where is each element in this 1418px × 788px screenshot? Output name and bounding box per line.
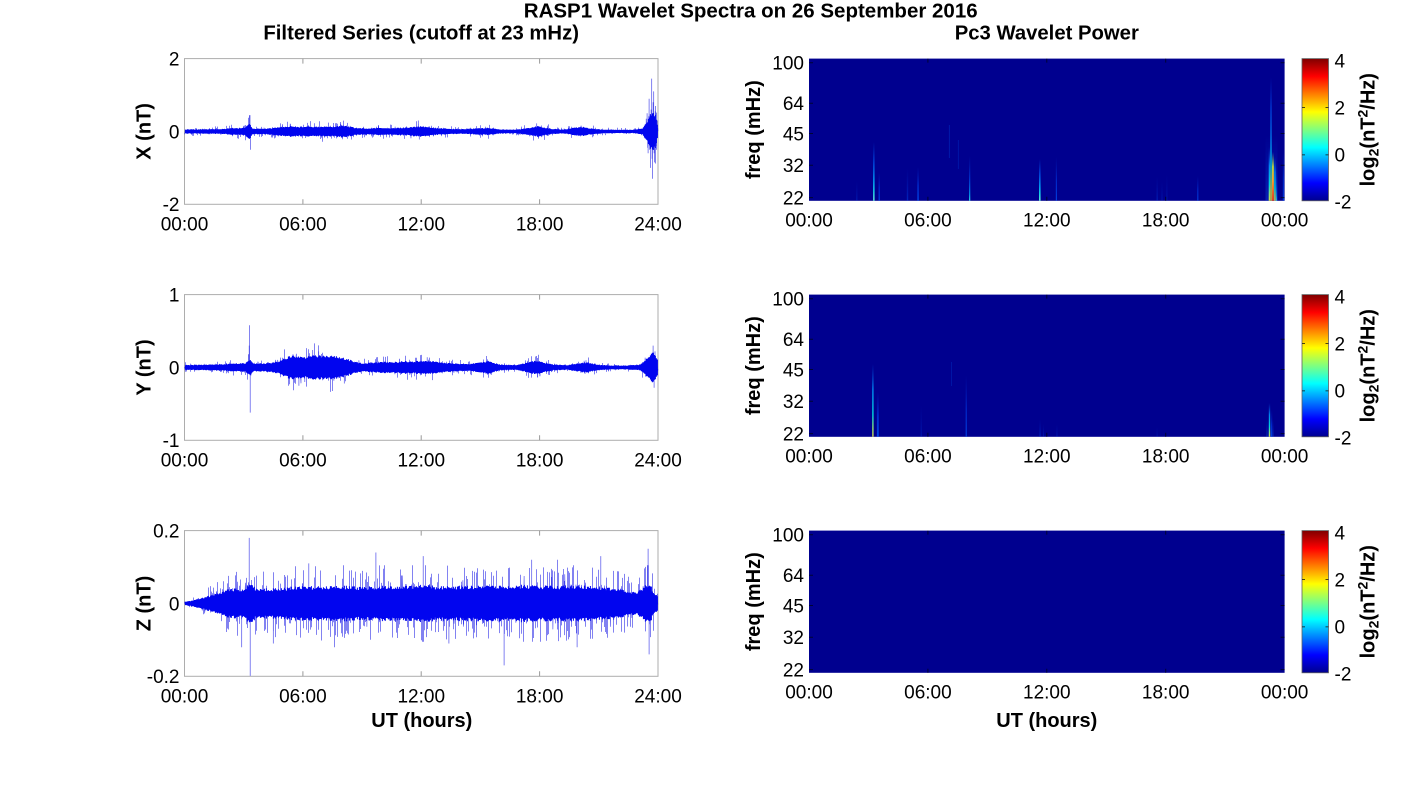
svg-text:2: 2 xyxy=(169,49,180,70)
svg-text:32: 32 xyxy=(783,156,804,177)
svg-text:-2: -2 xyxy=(1335,664,1352,685)
svg-text:-2: -2 xyxy=(163,195,180,216)
svg-text:06:00: 06:00 xyxy=(279,687,327,708)
svg-text:UT (hours): UT (hours) xyxy=(996,710,1097,732)
svg-text:00:00: 00:00 xyxy=(161,451,209,472)
svg-text:-1: -1 xyxy=(163,431,180,452)
svg-text:UT (hours): UT (hours) xyxy=(371,710,472,732)
svg-text:12:00: 12:00 xyxy=(397,687,445,708)
svg-text:X (nT): X (nT) xyxy=(134,103,156,160)
svg-text:100: 100 xyxy=(772,290,804,311)
svg-text:00:00: 00:00 xyxy=(785,683,833,704)
svg-text:-2: -2 xyxy=(1335,192,1352,213)
svg-text:12:00: 12:00 xyxy=(1023,447,1071,468)
svg-text:18:00: 18:00 xyxy=(1142,211,1190,232)
svg-text:12:00: 12:00 xyxy=(1023,683,1071,704)
svg-text:2: 2 xyxy=(1335,335,1346,356)
svg-text:4: 4 xyxy=(1335,52,1346,73)
svg-text:18:00: 18:00 xyxy=(516,687,564,708)
svg-text:2: 2 xyxy=(1335,99,1346,120)
svg-text:RASP1 Wavelet Spectra on 26 Se: RASP1 Wavelet Spectra on 26 September 20… xyxy=(524,0,978,23)
svg-text:4: 4 xyxy=(1335,288,1346,309)
svg-text:32: 32 xyxy=(783,392,804,413)
svg-text:4: 4 xyxy=(1335,524,1346,545)
svg-text:06:00: 06:00 xyxy=(904,447,952,468)
svg-text:18:00: 18:00 xyxy=(1142,447,1190,468)
svg-text:64: 64 xyxy=(783,330,805,351)
svg-text:24:00: 24:00 xyxy=(634,687,682,708)
svg-text:Pc3 Wavelet Power: Pc3 Wavelet Power xyxy=(955,23,1139,45)
svg-text:24:00: 24:00 xyxy=(634,451,682,472)
svg-text:1: 1 xyxy=(169,285,180,306)
svg-text:0: 0 xyxy=(169,594,180,615)
svg-text:2: 2 xyxy=(1335,571,1346,592)
svg-text:0: 0 xyxy=(1335,617,1346,638)
svg-text:Z (nT): Z (nT) xyxy=(134,576,156,632)
svg-text:32: 32 xyxy=(783,628,804,649)
svg-text:18:00: 18:00 xyxy=(516,215,564,236)
svg-text:0: 0 xyxy=(1335,381,1346,402)
svg-text:00:00: 00:00 xyxy=(785,211,833,232)
svg-text:06:00: 06:00 xyxy=(279,215,327,236)
svg-text:0: 0 xyxy=(1335,145,1346,166)
svg-text:100: 100 xyxy=(772,54,804,75)
svg-text:-2: -2 xyxy=(1335,428,1352,449)
svg-text:45: 45 xyxy=(783,124,804,145)
svg-text:12:00: 12:00 xyxy=(1023,211,1071,232)
svg-text:18:00: 18:00 xyxy=(516,451,564,472)
svg-text:freq (mHz): freq (mHz) xyxy=(743,552,765,651)
svg-text:45: 45 xyxy=(783,596,804,617)
svg-text:18:00: 18:00 xyxy=(1142,683,1190,704)
svg-text:22: 22 xyxy=(783,424,804,445)
svg-text:freq (mHz): freq (mHz) xyxy=(743,316,765,415)
svg-text:log2(nT2/Hz): log2(nT2/Hz) xyxy=(1355,545,1382,658)
svg-text:Y (nT): Y (nT) xyxy=(134,339,156,395)
svg-text:Filtered Series (cutoff at 23: Filtered Series (cutoff at 23 mHz) xyxy=(263,23,579,45)
svg-text:00:00: 00:00 xyxy=(1261,447,1309,468)
svg-text:22: 22 xyxy=(783,188,804,209)
svg-text:24:00: 24:00 xyxy=(634,215,682,236)
svg-text:45: 45 xyxy=(783,360,804,381)
svg-text:06:00: 06:00 xyxy=(904,211,952,232)
svg-text:0: 0 xyxy=(169,122,180,143)
svg-text:0.2: 0.2 xyxy=(153,521,179,542)
svg-text:log2(nT2/Hz): log2(nT2/Hz) xyxy=(1355,73,1382,186)
svg-text:06:00: 06:00 xyxy=(904,683,952,704)
svg-text:00:00: 00:00 xyxy=(1261,683,1309,704)
svg-text:log2(nT2/Hz): log2(nT2/Hz) xyxy=(1355,309,1382,422)
svg-text:0: 0 xyxy=(169,358,180,379)
svg-text:06:00: 06:00 xyxy=(279,451,327,472)
svg-text:64: 64 xyxy=(783,94,805,115)
svg-text:100: 100 xyxy=(772,526,804,547)
svg-text:00:00: 00:00 xyxy=(161,687,209,708)
svg-text:22: 22 xyxy=(783,660,804,681)
svg-text:12:00: 12:00 xyxy=(397,451,445,472)
svg-text:12:00: 12:00 xyxy=(397,215,445,236)
svg-text:-0.2: -0.2 xyxy=(147,667,180,688)
svg-text:00:00: 00:00 xyxy=(161,215,209,236)
svg-text:00:00: 00:00 xyxy=(785,447,833,468)
svg-text:freq (mHz): freq (mHz) xyxy=(743,80,765,179)
svg-text:00:00: 00:00 xyxy=(1261,211,1309,232)
svg-text:64: 64 xyxy=(783,566,805,587)
